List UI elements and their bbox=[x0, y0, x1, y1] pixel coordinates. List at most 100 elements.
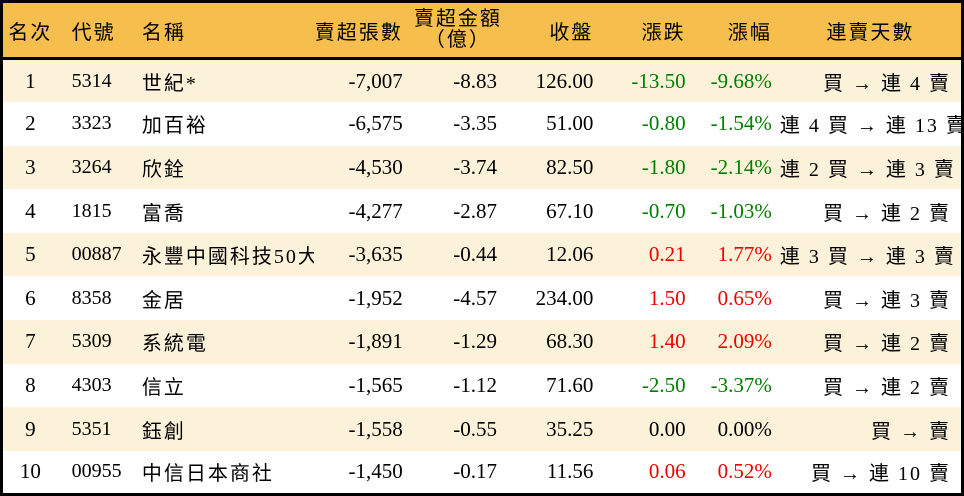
table-row: 3 3264 欣銓 -4,530 -3.74 82.50 -1.80 -2.14… bbox=[1, 145, 963, 190]
column-header-pct: 漲幅 bbox=[693, 1, 780, 60]
pct-cell: -3.37% bbox=[710, 372, 772, 397]
streak-cell: 買 → 連 10 賣 bbox=[811, 463, 951, 486]
code-cell: 8358 bbox=[71, 286, 112, 309]
column-header-close: 收盤 bbox=[505, 1, 602, 60]
change-cell: 0.06 bbox=[648, 459, 686, 484]
code-cell: 5309 bbox=[71, 330, 112, 353]
rank-cell: 4 bbox=[25, 198, 36, 223]
pct-cell: -1.54% bbox=[710, 111, 772, 136]
streak-cell: 買 → 連 3 賣 bbox=[823, 289, 951, 312]
close-cell: 82.50 bbox=[546, 154, 594, 179]
column-header-rank: 名次 bbox=[1, 1, 58, 60]
pct-cell: -2.14% bbox=[710, 154, 772, 179]
change-cell: 1.40 bbox=[648, 329, 686, 354]
streak-cell: 連 2 買 → 連 3 賣 bbox=[779, 158, 956, 181]
amount-cell: -1.29 bbox=[453, 329, 498, 354]
table-row: 7 5309 系統電 -1,891 -1.29 68.30 1.40 2.09%… bbox=[1, 320, 963, 364]
rank-cell: 9 bbox=[25, 416, 36, 441]
name-cell: 加百裕 bbox=[141, 115, 208, 138]
change-cell: -0.70 bbox=[641, 198, 686, 223]
close-cell: 51.00 bbox=[546, 111, 594, 136]
table-row: 1 5314 世紀* -7,007 -8.83 126.00 -13.50 -9… bbox=[1, 58, 963, 103]
rank-cell: 3 bbox=[25, 154, 36, 179]
name-cell: 欣銓 bbox=[141, 158, 186, 181]
table-row: 4 1815 富喬 -4,277 -2.87 67.10 -0.70 -1.03… bbox=[1, 189, 963, 233]
volume-cell: -1,450 bbox=[348, 459, 403, 484]
volume-cell: -1,565 bbox=[348, 372, 403, 397]
amount-cell: -3.35 bbox=[453, 111, 498, 136]
column-header-amount-line1: 賣超金額 bbox=[413, 8, 502, 30]
pct-cell: 0.65% bbox=[717, 285, 772, 310]
close-cell: 11.56 bbox=[546, 459, 594, 484]
amount-cell: -3.74 bbox=[453, 154, 498, 179]
pct-cell: 0.52% bbox=[717, 459, 772, 484]
table-row: 5 00887 永豐中國科技50大 -3,635 -0.44 12.06 0.2… bbox=[1, 232, 963, 277]
rank-cell: 1 bbox=[25, 68, 36, 93]
table-row: 10 00955 中信日本商社 -1,450 -0.17 11.56 0.06 … bbox=[1, 450, 963, 495]
code-cell: 3264 bbox=[71, 155, 112, 178]
code-cell: 00887 bbox=[71, 243, 122, 266]
change-cell: 0.00 bbox=[648, 416, 686, 441]
column-header-change: 漲跌 bbox=[601, 1, 694, 60]
header-row: 名次 代號 名稱 賣超張數 賣超金額 （億） 收盤 漲跌 漲幅 連賣天數 bbox=[1, 1, 963, 60]
streak-cell: 買 → 連 2 賣 bbox=[823, 333, 951, 356]
volume-cell: -4,277 bbox=[348, 198, 403, 223]
column-header-amount: 賣超金額 （億） bbox=[410, 1, 506, 60]
code-cell: 1815 bbox=[71, 199, 112, 222]
amount-cell: -0.17 bbox=[453, 459, 498, 484]
close-cell: 68.30 bbox=[546, 329, 594, 354]
table-row: 9 5351 鈺創 -1,558 -0.55 35.25 0.00 0.00% … bbox=[1, 407, 963, 451]
table-body: 1 5314 世紀* -7,007 -8.83 126.00 -13.50 -9… bbox=[1, 58, 963, 495]
column-header-code: 代號 bbox=[57, 1, 134, 60]
code-cell: 5314 bbox=[71, 69, 112, 92]
change-cell: -13.50 bbox=[631, 68, 686, 93]
volume-cell: -3,635 bbox=[348, 242, 403, 267]
column-header-amount-line2: （億） bbox=[424, 29, 491, 51]
volume-cell: -6,575 bbox=[348, 111, 403, 136]
amount-cell: -4.57 bbox=[453, 285, 498, 310]
volume-cell: -4,530 bbox=[348, 154, 403, 179]
close-cell: 234.00 bbox=[535, 285, 594, 310]
code-cell: 4303 bbox=[71, 373, 112, 396]
table-row: 8 4303 信立 -1,565 -1.12 71.60 -2.50 -3.37… bbox=[1, 363, 963, 408]
close-cell: 35.25 bbox=[546, 416, 594, 441]
column-header-name: 名稱 bbox=[133, 1, 315, 60]
volume-cell: -7,007 bbox=[348, 68, 403, 93]
pct-cell: -1.03% bbox=[710, 198, 772, 223]
pct-cell: 1.77% bbox=[717, 242, 772, 267]
rank-cell: 2 bbox=[25, 111, 36, 136]
change-cell: 0.21 bbox=[648, 242, 686, 267]
table-header: 名次 代號 名稱 賣超張數 賣超金額 （億） 收盤 漲跌 漲幅 連賣天數 bbox=[1, 1, 963, 60]
volume-cell: -1,558 bbox=[348, 416, 403, 441]
table-row: 6 8358 金居 -1,952 -4.57 234.00 1.50 0.65%… bbox=[1, 276, 963, 321]
name-cell: 世紀* bbox=[141, 72, 198, 95]
column-header-volume: 賣超張數 bbox=[314, 1, 411, 60]
rank-cell: 10 bbox=[19, 459, 41, 484]
close-cell: 67.10 bbox=[546, 198, 594, 223]
code-cell: 00955 bbox=[71, 460, 122, 483]
amount-cell: -2.87 bbox=[453, 198, 498, 223]
streak-cell: 買 → 連 2 賣 bbox=[823, 202, 951, 225]
column-header-streak: 連賣天數 bbox=[779, 1, 963, 60]
close-cell: 126.00 bbox=[535, 68, 594, 93]
amount-cell: -8.83 bbox=[453, 68, 498, 93]
change-cell: -0.80 bbox=[641, 111, 686, 136]
streak-cell: 連 3 買 → 連 3 賣 bbox=[779, 246, 956, 269]
amount-cell: -0.55 bbox=[453, 416, 498, 441]
name-cell: 系統電 bbox=[141, 333, 208, 356]
name-cell: 鈺創 bbox=[141, 420, 186, 443]
code-cell: 3323 bbox=[71, 112, 112, 135]
close-cell: 71.60 bbox=[546, 372, 594, 397]
name-cell: 中信日本商社 bbox=[141, 463, 274, 486]
rank-cell: 6 bbox=[25, 285, 36, 310]
name-cell: 金居 bbox=[141, 289, 186, 312]
change-cell: 1.50 bbox=[648, 285, 686, 310]
change-cell: -1.80 bbox=[641, 154, 686, 179]
streak-cell: 連 4 買 → 連 13 賣 bbox=[779, 115, 963, 138]
name-cell: 永豐中國科技50大 bbox=[141, 246, 315, 269]
close-cell: 12.06 bbox=[546, 242, 594, 267]
streak-cell: 買 → 連 2 賣 bbox=[823, 376, 951, 399]
rank-cell: 5 bbox=[25, 242, 36, 267]
